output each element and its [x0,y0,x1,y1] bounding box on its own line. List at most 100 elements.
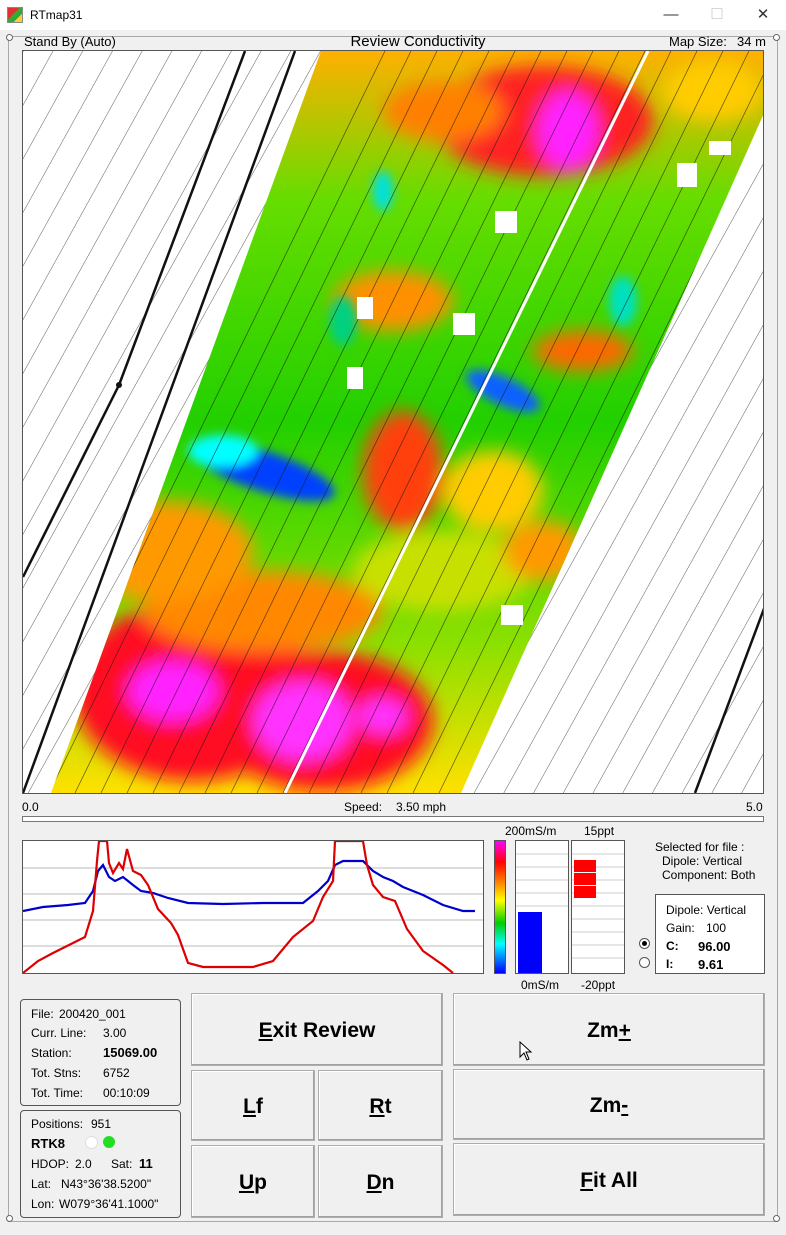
profile-trace [22,839,484,974]
color-scale [494,840,506,974]
app-icon [7,7,23,23]
fit-all-button[interactable]: Fit All [453,1143,765,1216]
file-info-panel: File: 200420_001 Curr. Line: 3.00 Statio… [20,999,181,1106]
up-button[interactable]: Up [191,1145,315,1218]
selected-dipole: Dipole: Vertical [662,854,743,868]
mouse-cursor-icon [519,1041,533,1061]
down-hotkey: D [366,1171,382,1194]
zoom-in-label: Zm [587,1019,619,1042]
hdop-label: HDOP: [31,1157,70,1171]
lon-label: Lon: [31,1197,55,1211]
speed-value: 3.50 mph [396,800,447,814]
rtk-mode: RTK8 [31,1136,65,1151]
speed-bar [22,816,764,822]
fit-hotkey: F [580,1169,594,1192]
inphase-block [574,873,596,885]
file-label: File: [31,1007,54,1021]
positions-label: Positions: [31,1117,84,1131]
exit-hotkey: E [258,1019,273,1042]
zoom-in-hotkey: + [618,1019,631,1042]
dipole-panel: Dipole: Vertical Gain: 100 C: 96.00 I: 9… [655,894,765,974]
speed-min: 0.0 [22,800,39,814]
conductivity-bar [515,840,569,974]
hdop-value: 2.0 [75,1157,92,1171]
inphase-bar [571,840,625,974]
gps-panel: Positions: 951 RTK8 HDOP: 2.0 Sat: 11 La… [20,1110,181,1218]
inphase-block [574,860,596,872]
down-button[interactable]: Dn [318,1145,443,1218]
lon-value: W079°36'41.1000" [59,1197,159,1211]
gain-value: 100 [706,921,727,935]
curr-line-label: Curr. Line: [31,1026,87,1040]
right-label: t [384,1095,392,1118]
curr-line-value: 3.00 [103,1026,127,1040]
fit-label: it All [593,1169,638,1192]
colorbar-top-label: 200mS/m [505,824,557,838]
sat-label: Sat: [111,1157,133,1171]
tot-time-label: Tot. Time: [31,1086,84,1100]
maximize-button[interactable]: ☐ [710,6,724,23]
zoom-out-button[interactable]: Zm- [453,1069,765,1140]
up-label: p [254,1171,267,1194]
frame-corner [773,34,780,41]
left-button[interactable]: Lf [191,1070,315,1141]
i-radio[interactable] [639,957,650,968]
gain-label: Gain: [666,921,695,935]
up-hotkey: U [239,1171,255,1194]
c-radio[interactable] [639,938,650,949]
frame-corner [6,1215,13,1222]
map-size-label: Map Size: [669,34,727,49]
frame-corner [6,34,13,41]
status-text: Stand By (Auto) [24,34,116,49]
i-label: I: [666,957,674,971]
file-value: 200420_001 [59,1007,126,1021]
conductivity-level-bar [518,912,542,973]
speed-max: 5.0 [746,800,763,814]
station-value: 15069.00 [103,1045,158,1060]
inphase-top-label: 15ppt [584,824,615,838]
trace-svg [22,839,483,974]
gps-status-off-icon [85,1136,98,1149]
window-title: RTmap31 [30,8,83,22]
station-label: Station: [31,1046,72,1060]
main-frame [8,36,778,1222]
lat-value: N43°36'38.5200" [61,1177,152,1191]
zoom-in-button[interactable]: Zm+ [453,993,765,1066]
tot-time-value: 00:10:09 [103,1086,150,1100]
zoom-out-hotkey: - [621,1094,629,1117]
close-button[interactable]: ✕ [756,6,770,23]
colorbar-bottom-label: 0mS/m [521,978,560,992]
tot-stns-value: 6752 [103,1066,130,1080]
i-value: 9.61 [698,957,724,972]
right-hotkey: R [369,1095,385,1118]
c-label: C: [666,939,679,953]
left-label: f [255,1095,263,1118]
map-svg [23,51,763,793]
down-label: n [381,1171,395,1194]
positions-value: 951 [91,1117,112,1131]
selected-component: Component: Both [662,868,756,882]
inphase-level-bar [574,860,596,898]
inphase-block [574,886,596,898]
right-button[interactable]: Rt [318,1070,443,1141]
sat-value: 11 [139,1156,153,1171]
page-title: Review Conductivity [350,33,486,50]
speed-label: Speed: [344,800,383,814]
tot-stns-label: Tot. Stns: [31,1066,82,1080]
lat-label: Lat: [31,1177,52,1191]
c-value: 96.00 [698,939,731,954]
map-size-value: 34 m [737,34,766,49]
exit-label: xit Review [272,1019,376,1042]
minimize-button[interactable]: — [663,6,679,23]
conductivity-map[interactable] [22,50,764,794]
inphase-bottom-label: -20ppt [581,978,616,992]
zoom-out-label: Zm [589,1094,622,1117]
gps-status-on-icon [103,1136,115,1148]
radio-dot-icon [642,941,647,946]
title-bar: RTmap31 — ☐ ✕ [0,0,786,30]
dipole-title: Dipole: Vertical [666,903,747,917]
selected-heading: Selected for file : [655,840,745,854]
exit-review-button[interactable]: Exit Review [191,993,443,1066]
left-hotkey: L [243,1095,256,1118]
frame-corner [773,1215,780,1222]
